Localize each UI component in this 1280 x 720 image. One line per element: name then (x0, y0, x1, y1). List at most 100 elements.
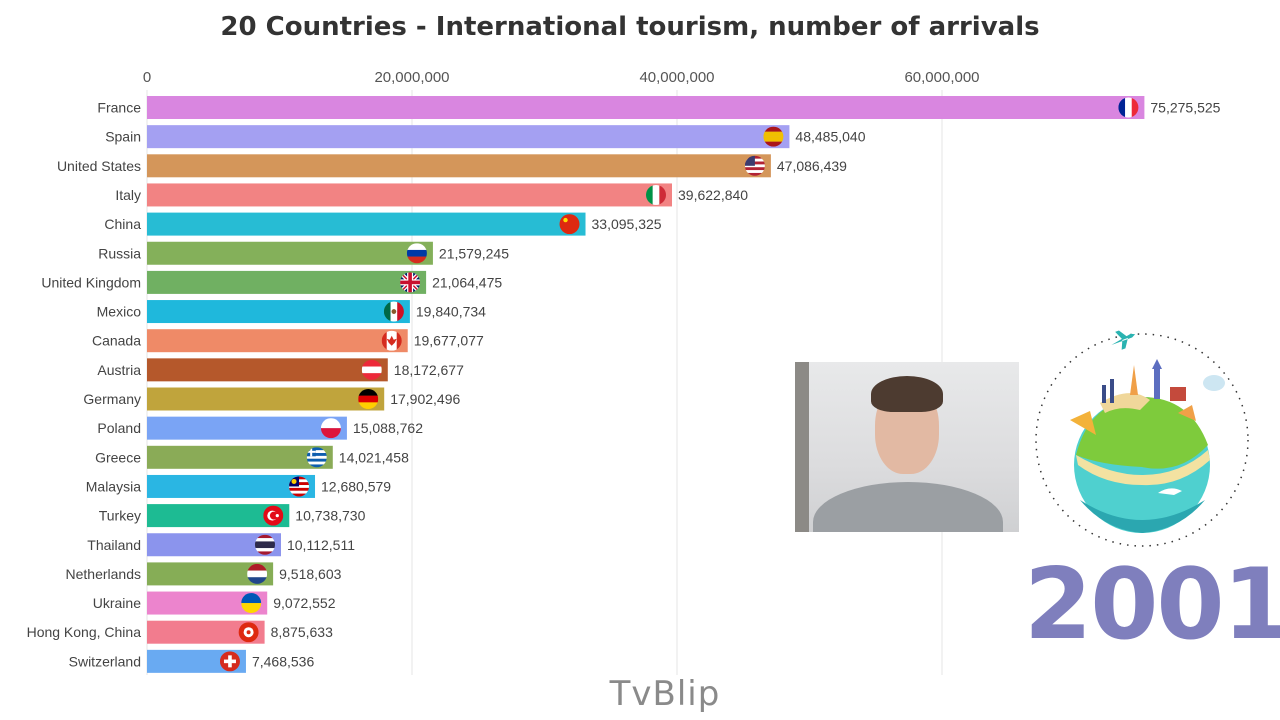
category-label: United Kingdom (41, 274, 141, 290)
bar (147, 183, 673, 207)
watermark: TvBlip (609, 674, 721, 714)
bar (147, 300, 410, 324)
value-label: 21,579,245 (439, 245, 509, 261)
mexico-flag-icon (383, 301, 404, 322)
travel-globe-icon (1035, 330, 1249, 547)
bar (147, 241, 433, 265)
value-label: 33,095,325 (592, 216, 662, 232)
hongkong-flag-icon (238, 622, 259, 643)
bar (147, 270, 427, 294)
bar (147, 96, 1145, 119)
value-label: 9,072,552 (273, 595, 335, 611)
category-label: Poland (97, 420, 141, 436)
category-label: Hong Kong, China (27, 624, 142, 640)
greece-flag-icon (306, 447, 327, 468)
x-tick-label: 60,000,000 (904, 69, 979, 86)
bar-row: Turkey 10,738,730 (99, 504, 366, 528)
bar-row: Netherlands 9,518,603 (66, 562, 342, 586)
value-label: 17,902,496 (390, 391, 460, 407)
bar (147, 212, 586, 236)
canada-flag-icon (381, 330, 402, 351)
bar (147, 125, 790, 149)
bar (147, 591, 268, 615)
chart-title: 20 Countries - International tourism, nu… (220, 12, 1040, 42)
x-tick-label: 0 (143, 69, 151, 86)
bar-row: Hong Kong, China 8,875,633 (27, 620, 333, 644)
bar-row: Mexico 19,840,734 (97, 300, 486, 324)
bar (147, 416, 347, 440)
bar (147, 649, 246, 673)
poland-flag-icon (320, 418, 341, 439)
webcam-background-door (795, 362, 809, 532)
category-label: Spain (105, 129, 141, 145)
austria-flag-icon (361, 359, 382, 380)
bar-row: Poland 15,088,762 (97, 416, 423, 440)
bar-row: United Kingdom 21,064,475 (41, 270, 502, 294)
value-label: 47,086,439 (777, 158, 847, 174)
bar (147, 358, 388, 382)
russia-flag-icon (406, 243, 427, 264)
value-label: 19,840,734 (416, 304, 486, 320)
value-label: 39,622,840 (678, 187, 748, 203)
bar (147, 504, 290, 528)
value-label: 14,021,458 (339, 449, 409, 465)
bar (147, 474, 316, 498)
category-label: Malaysia (86, 478, 141, 494)
category-label: Netherlands (66, 566, 142, 582)
usa-flag-icon (744, 155, 765, 176)
thailand-flag-icon (254, 534, 275, 555)
category-label: Switzerland (69, 653, 141, 669)
bar-row: France 75,275,525 (97, 96, 1221, 119)
spain-flag-icon (763, 126, 784, 147)
value-label: 10,738,730 (295, 508, 365, 524)
turkey-flag-icon (263, 505, 284, 526)
bar-row: Spain 48,485,040 (105, 125, 866, 149)
italy-flag-icon (646, 184, 667, 205)
bar-row: Thailand 10,112,511 (87, 533, 355, 557)
webcam-person-hair (871, 376, 943, 412)
value-label: 21,064,475 (432, 274, 502, 290)
category-label: United States (57, 158, 141, 174)
category-label: Ukraine (93, 595, 141, 611)
value-label: 8,875,633 (271, 624, 333, 640)
bar-row: Russia 21,579,245 (98, 241, 509, 265)
value-label: 18,172,677 (394, 362, 464, 378)
x-tick-label: 40,000,000 (639, 69, 714, 86)
category-label: Germany (83, 391, 141, 407)
bar (147, 329, 408, 353)
year-label: 2001 (1024, 548, 1280, 662)
china-flag-icon (559, 214, 580, 235)
malaysia-flag-icon (289, 476, 310, 497)
value-label: 48,485,040 (795, 129, 865, 145)
value-label: 10,112,511 (287, 537, 355, 553)
france-flag-icon (1118, 97, 1139, 118)
value-label: 9,518,603 (279, 566, 341, 582)
category-label: China (104, 216, 141, 232)
category-label: Austria (97, 362, 141, 378)
category-label: Greece (95, 449, 141, 465)
category-label: Italy (115, 187, 141, 203)
x-axis-ticks: 0 20,000,000 40,000,000 60,000,000 (143, 69, 980, 86)
bar (147, 445, 333, 469)
value-label: 7,468,536 (252, 653, 314, 669)
netherlands-flag-icon (247, 563, 268, 584)
value-label: 15,088,762 (353, 420, 423, 436)
bar (147, 154, 771, 178)
value-label: 75,275,525 (1150, 100, 1220, 116)
value-label: 19,677,077 (414, 333, 484, 349)
bar-row: Germany 17,902,496 (83, 387, 460, 411)
category-label: France (97, 100, 141, 116)
category-label: Canada (92, 333, 141, 349)
bars: France 75,275,525 Spain 48,485,040 United St… (27, 96, 1221, 673)
bar-row: China 33,095,325 (104, 212, 662, 236)
webcam-overlay (795, 362, 1019, 532)
bar-row: Canada 19,677,077 (92, 329, 484, 353)
bar-row: Greece 14,021,458 (95, 445, 409, 469)
category-label: Turkey (99, 508, 141, 524)
bar-row: Switzerland 7,468,536 (69, 649, 314, 673)
bar-row: Malaysia 12,680,579 (86, 474, 391, 498)
x-tick-label: 20,000,000 (374, 69, 449, 86)
category-label: Mexico (97, 304, 142, 320)
uk-flag-icon (400, 272, 421, 293)
